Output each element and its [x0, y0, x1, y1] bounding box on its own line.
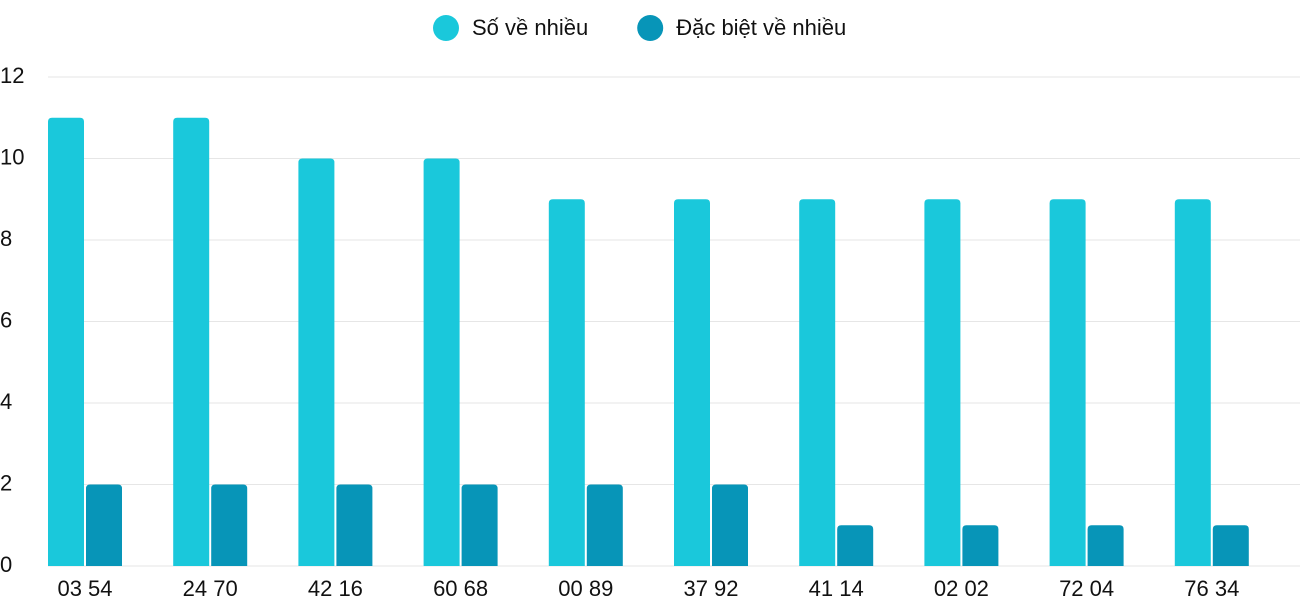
- legend-label: Số về nhiều: [472, 15, 588, 40]
- bar: [1049, 199, 1086, 566]
- bar: [1212, 525, 1249, 566]
- bar: [48, 117, 84, 566]
- x-tick-label: 60 68: [433, 576, 488, 600]
- y-tick-label: 12: [0, 63, 24, 88]
- y-tick-label: 8: [0, 226, 12, 251]
- x-tick-label: 03 54: [57, 576, 112, 600]
- y-tick-label: 0: [0, 552, 12, 577]
- bar: [799, 199, 836, 566]
- bar: [962, 525, 999, 566]
- x-tick-label: 76 34: [1184, 576, 1239, 600]
- x-tick-label: 72 04: [1059, 576, 1114, 600]
- legend-label: Đặc biệt về nhiều: [676, 15, 846, 40]
- bar: [211, 484, 248, 566]
- x-tick-label: 02 02: [934, 576, 989, 600]
- x-tick-label: 24 70: [183, 576, 238, 600]
- bar: [674, 199, 710, 566]
- x-tick-label: 41 14: [809, 576, 864, 600]
- bar: [1087, 525, 1124, 566]
- legend-marker: [637, 15, 664, 41]
- bar: [586, 484, 623, 566]
- bar: [548, 199, 585, 566]
- y-tick-label: 10: [0, 144, 24, 169]
- bar: [837, 525, 874, 566]
- y-tick-label: 6: [0, 307, 12, 332]
- bar: [86, 484, 122, 566]
- bar: [461, 484, 498, 566]
- y-tick-label: 4: [0, 389, 12, 414]
- bar: [423, 158, 460, 566]
- bar: [1174, 199, 1211, 566]
- x-tick-label: 42 16: [308, 576, 363, 600]
- bar: [336, 484, 373, 566]
- y-tick-label: 2: [0, 470, 12, 495]
- bar: [924, 199, 961, 566]
- legend-marker: [433, 15, 459, 41]
- bar: [712, 484, 748, 566]
- bar: [298, 158, 335, 566]
- bar: [173, 117, 210, 566]
- x-tick-label: 37 92: [683, 576, 738, 600]
- x-tick-label: 00 89: [558, 576, 613, 600]
